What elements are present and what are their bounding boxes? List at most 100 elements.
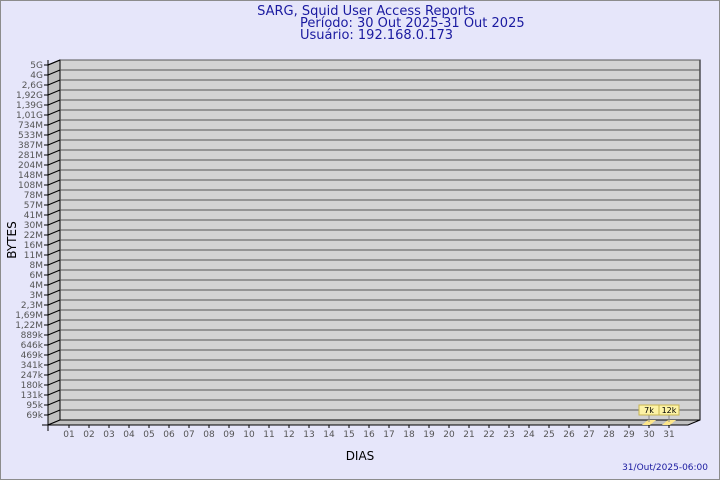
x-tick-label: 31 xyxy=(663,430,674,440)
y-tick-label: 95k xyxy=(26,401,43,411)
y-tick-diag xyxy=(47,309,61,316)
y-tick-label: 1,92G xyxy=(16,91,43,101)
y-tick-label: 1,01G xyxy=(16,111,43,121)
y-tick-label: 131k xyxy=(21,391,44,401)
y-tick-diag xyxy=(47,139,61,146)
y-tick-diag xyxy=(47,129,61,136)
x-tick-label: 12 xyxy=(283,430,294,440)
x-tick-label: 01 xyxy=(63,430,74,440)
y-tick-diag xyxy=(47,369,61,376)
y-tick-diag xyxy=(47,149,61,156)
y-tick-label: 8M xyxy=(30,261,44,271)
y-tick-label: 41M xyxy=(24,211,43,221)
plot-floor xyxy=(47,419,701,426)
y-tick-diag xyxy=(47,379,61,386)
x-axis-label: DIAS xyxy=(346,449,375,463)
x-tick-label: 02 xyxy=(83,430,94,440)
y-tick-label: 889k xyxy=(21,331,44,341)
y-tick-diag xyxy=(47,289,61,296)
x-tick-label: 19 xyxy=(423,430,435,440)
y-tick-diag xyxy=(47,239,61,246)
y-tick-label: 22M xyxy=(24,231,43,241)
y-tick-label: 5G xyxy=(30,61,43,71)
x-tick-label: 11 xyxy=(263,430,274,440)
bar xyxy=(662,420,676,425)
x-tick-label: 22 xyxy=(483,430,494,440)
y-tick-diag xyxy=(47,359,61,366)
y-tick-diag xyxy=(47,189,61,196)
y-tick-label: 108M xyxy=(18,181,43,191)
y-axis-label: BYTES xyxy=(5,221,19,258)
y-tick-diag xyxy=(47,319,61,326)
x-tick-label: 03 xyxy=(103,430,114,440)
y-tick-diag xyxy=(47,119,61,126)
y-tick-diag xyxy=(47,159,61,166)
y-tick-diag xyxy=(47,109,61,116)
x-tick-label: 25 xyxy=(543,430,554,440)
y-tick-label: 469k xyxy=(21,351,44,361)
y-tick-diag xyxy=(47,169,61,176)
y-tick-diag xyxy=(47,329,61,336)
y-tick-diag xyxy=(47,389,61,396)
y-tick-label: 57M xyxy=(24,201,43,211)
y-tick-label: 3M xyxy=(30,291,44,301)
y-tick-diag xyxy=(47,99,61,106)
x-tick-label: 14 xyxy=(323,430,335,440)
y-tick-label: 533M xyxy=(18,131,43,141)
y-tick-diag xyxy=(47,299,61,306)
y-tick-diag xyxy=(47,399,61,406)
x-tick-label: 23 xyxy=(503,430,514,440)
y-tick-diag xyxy=(47,249,61,256)
y-tick-label: 148M xyxy=(18,171,43,181)
bar xyxy=(642,420,656,425)
y-tick-diag xyxy=(47,79,61,86)
x-tick-label: 20 xyxy=(443,430,455,440)
y-tick-label: 2,3M xyxy=(21,301,43,311)
x-tick-label: 17 xyxy=(383,430,394,440)
y-tick-diag xyxy=(47,179,61,186)
y-tick-diag xyxy=(47,279,61,286)
y-tick-diag xyxy=(47,209,61,216)
y-tick-label: 281M xyxy=(18,151,43,161)
x-tick-label: 30 xyxy=(643,430,655,440)
y-tick-diag xyxy=(47,69,61,76)
chart-title: SARG, Squid User Access Reports xyxy=(257,4,475,19)
x-tick-label: 29 xyxy=(623,430,635,440)
x-tick-label: 16 xyxy=(363,430,375,440)
y-tick-diag xyxy=(47,269,61,276)
y-tick-label: 1,69M xyxy=(15,311,43,321)
x-tick-label: 24 xyxy=(523,430,535,440)
y-tick-label: 69k xyxy=(26,411,43,421)
x-tick-label: 09 xyxy=(223,430,235,440)
y-tick-label: 2,6G xyxy=(22,81,43,91)
data-label: 12k xyxy=(662,406,677,415)
chart-subtitle-user: Usuário: 192.168.0.173 xyxy=(300,28,453,43)
x-tick-label: 05 xyxy=(143,430,154,440)
x-tick-label: 27 xyxy=(583,430,594,440)
y-tick-label: 734M xyxy=(18,121,43,131)
x-tick-label: 04 xyxy=(123,430,135,440)
y-tick-label: 78M xyxy=(24,191,43,201)
y-tick-label: 30M xyxy=(24,221,43,231)
x-tick-label: 18 xyxy=(403,430,415,440)
y-tick-label: 646k xyxy=(21,341,44,351)
x-tick-label: 15 xyxy=(343,430,354,440)
data-label: 7k xyxy=(644,406,654,415)
y-tick-diag xyxy=(47,199,61,206)
y-tick-label: 16M xyxy=(24,241,43,251)
data-label-box xyxy=(658,404,680,416)
x-tick-label: 07 xyxy=(183,430,194,440)
y-tick-diag xyxy=(47,409,61,416)
x-tick-label: 26 xyxy=(563,430,575,440)
y-tick-diag xyxy=(47,339,61,346)
y-tick-label: 387M xyxy=(18,141,43,151)
x-tick-label: 21 xyxy=(463,430,474,440)
y-tick-diag xyxy=(47,89,61,96)
y-tick-label: 341k xyxy=(21,361,44,371)
y-tick-diag xyxy=(47,219,61,226)
y-tick-diag xyxy=(47,229,61,236)
y-tick-diag xyxy=(47,349,61,356)
y-tick-label: 6M xyxy=(30,271,44,281)
chart-subtitle-period: Período: 30 Out 2025-31 Out 2025 xyxy=(300,16,525,31)
